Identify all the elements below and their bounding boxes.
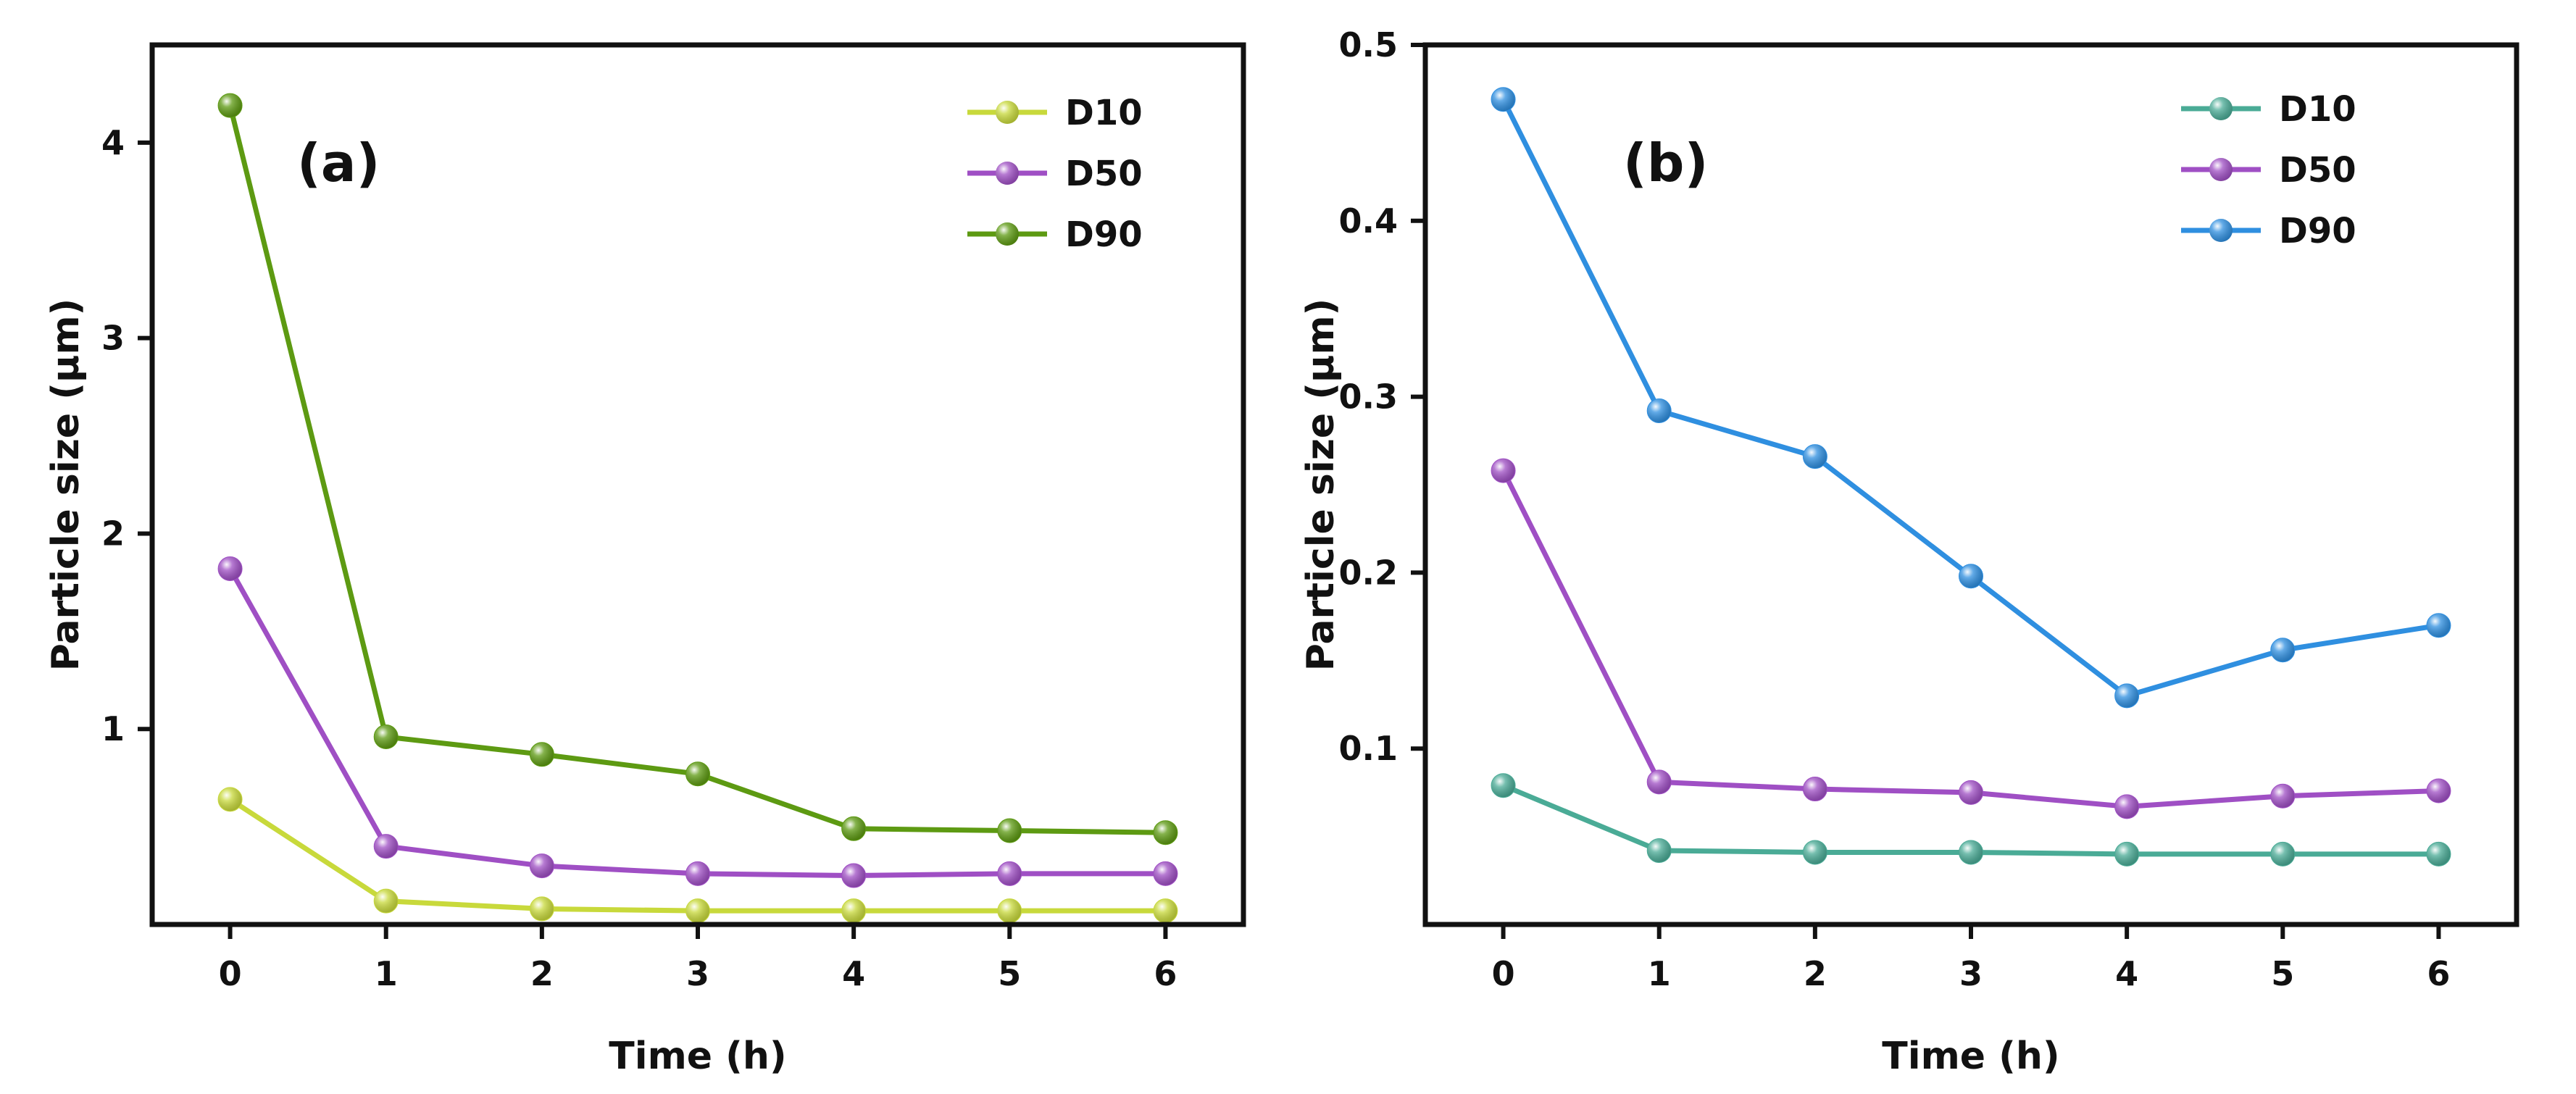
x-tick-label: 1 (1648, 954, 1671, 993)
data-point-highlight (530, 897, 554, 921)
x-tick-label: 6 (2427, 954, 2450, 993)
panel-label-a: (a) (297, 133, 380, 193)
y-tick-label: 4 (101, 123, 125, 162)
data-point-highlight (1154, 899, 1177, 923)
x-tick-label: 6 (1154, 954, 1177, 993)
data-point-highlight (842, 817, 866, 840)
data-point-highlight (1647, 399, 1671, 423)
legend-label-d50: D50 (1065, 154, 1143, 194)
chart-panel-b: 0 1 2 3 4 5 6 0.1 0.2 0.3 0.4 0.5 (b) D10 D50 D90 Ti… (1299, 25, 2519, 1078)
y-ticks-a: 1 2 3 4 (101, 123, 152, 748)
series-layer-a (217, 93, 1178, 924)
chart-panel-a: 0 1 2 3 4 5 6 1 2 3 4 (a) D10 D50 D90 Time (h) Part… (44, 42, 1246, 1078)
data-point-highlight (1647, 839, 1671, 863)
data-point-highlight (1647, 770, 1671, 794)
series-line-d90 (228, 104, 1166, 835)
data-point-highlight (686, 861, 709, 885)
legend-marker-highlight (996, 222, 1019, 246)
x-tick-label: 3 (1959, 954, 1983, 993)
data-point-highlight (1803, 445, 1827, 469)
series-line-d50 (1501, 469, 2439, 809)
x-tick-label: 1 (375, 954, 398, 993)
x-tick-label: 4 (842, 954, 865, 993)
y-tick-label: 0.3 (1339, 377, 1399, 417)
data-point-highlight (2427, 779, 2451, 803)
data-point-highlight (218, 557, 242, 581)
y-tick-label: 2 (101, 514, 125, 553)
data-point-highlight (1154, 821, 1177, 845)
x-tick-label: 0 (219, 954, 242, 993)
legend-label-d10: D10 (2279, 89, 2356, 130)
legend-marker-highlight (2209, 97, 2233, 120)
data-point-highlight (1803, 840, 1827, 864)
data-point-highlight (1959, 840, 1983, 864)
data-point-highlight (218, 93, 242, 117)
x-tick-label: 2 (1804, 954, 1827, 993)
data-point-highlight (2115, 842, 2139, 866)
panel-label-b: (b) (1623, 133, 1708, 193)
data-point-highlight (218, 788, 242, 811)
legend-marker-highlight (996, 162, 1019, 185)
y-axis-label-a: Particle size (μm) (44, 298, 88, 672)
x-tick-label: 5 (2271, 954, 2294, 993)
data-point-highlight (2271, 638, 2295, 662)
data-point-highlight (374, 835, 398, 859)
x-tick-label: 4 (2115, 954, 2138, 993)
legend-label-d10: D10 (1065, 93, 1143, 133)
data-point-highlight (2115, 684, 2139, 708)
x-tick-label: 2 (530, 954, 554, 993)
y-tick-label: 0.4 (1339, 201, 1399, 241)
x-axis-label-a: Time (h) (609, 1035, 786, 1078)
data-point-highlight (374, 725, 398, 749)
legend-label-d90: D90 (1065, 214, 1143, 255)
y-tick-label: 0.5 (1339, 25, 1399, 64)
data-point-highlight (998, 819, 1022, 843)
legend-a: D10 D50 D90 (967, 93, 1143, 255)
x-ticks-a: 0 1 2 3 4 5 6 (219, 924, 1177, 993)
legend-label-d50: D50 (2279, 150, 2356, 191)
x-tick-label: 5 (998, 954, 1021, 993)
x-axis-label-b: Time (h) (1882, 1035, 2059, 1078)
data-point-highlight (530, 743, 554, 767)
data-point-highlight (686, 762, 709, 786)
legend-marker-highlight (2209, 219, 2233, 242)
data-point-highlight (1803, 777, 1827, 801)
y-axis-label-b: Particle size (μm) (1299, 298, 1343, 672)
data-point-highlight (1154, 861, 1177, 885)
y-tick-label: 0.1 (1339, 729, 1399, 768)
data-point-highlight (374, 889, 398, 913)
legend-marker-highlight (996, 101, 1019, 124)
data-point-highlight (2115, 795, 2139, 819)
data-point-highlight (1959, 564, 1983, 588)
legend-label-d90: D90 (2279, 211, 2356, 251)
data-point-highlight (2271, 784, 2295, 808)
y-tick-label: 1 (101, 709, 125, 748)
legend-b: D10 D50 D90 (2181, 89, 2356, 251)
data-point-highlight (530, 854, 554, 878)
data-point-highlight (998, 899, 1022, 923)
x-tick-label: 3 (686, 954, 709, 993)
data-point-highlight (2427, 614, 2451, 638)
data-point-highlight (842, 864, 866, 888)
data-point-highlight (1491, 88, 1515, 112)
data-point-highlight (1959, 780, 1983, 804)
data-point-highlight (686, 899, 709, 923)
y-ticks-b: 0.1 0.2 0.3 0.4 0.5 (1339, 25, 1425, 768)
x-ticks-b: 0 1 2 3 4 5 6 (1492, 924, 2450, 993)
series-layer-b (1491, 87, 2451, 867)
y-tick-label: 0.2 (1339, 553, 1399, 592)
data-point-highlight (2271, 842, 2295, 866)
y-tick-label: 3 (101, 319, 125, 358)
x-tick-label: 0 (1492, 954, 1515, 993)
data-point-highlight (1491, 459, 1515, 483)
data-point-highlight (1491, 774, 1515, 798)
legend-marker-highlight (2209, 158, 2233, 181)
data-point-highlight (998, 861, 1022, 885)
data-point-highlight (2427, 842, 2451, 866)
data-point-highlight (842, 899, 866, 923)
